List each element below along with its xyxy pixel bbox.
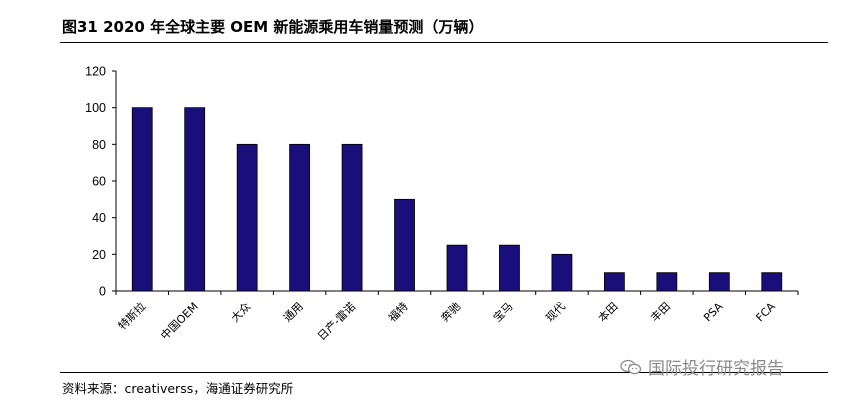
bar bbox=[761, 272, 783, 292]
y-tick-label: 40 bbox=[92, 211, 106, 225]
y-tick-label: 60 bbox=[92, 175, 106, 189]
bar bbox=[656, 272, 678, 292]
y-tick-label: 0 bbox=[99, 285, 106, 299]
bar bbox=[446, 244, 468, 292]
x-tick-label: 特斯拉 bbox=[115, 299, 148, 332]
bar bbox=[708, 272, 730, 292]
x-tick-label: 宝马 bbox=[490, 299, 515, 324]
x-tick-label: PSA bbox=[701, 300, 726, 325]
x-tick-label: 通用 bbox=[281, 300, 306, 325]
bar bbox=[184, 107, 206, 292]
y-tick-label: 20 bbox=[92, 248, 106, 262]
watermark: 国际投行研究报告 bbox=[620, 354, 784, 379]
y-tick-label: 120 bbox=[85, 65, 106, 79]
x-tick-label: 大众 bbox=[228, 299, 253, 324]
source-note: 资料来源：creativerss，海通证券研究所 bbox=[62, 381, 294, 396]
bar bbox=[236, 143, 258, 292]
x-tick-label: 现代 bbox=[543, 300, 568, 325]
bar bbox=[603, 272, 625, 292]
x-tick-label: 日产-雷诺 bbox=[314, 299, 358, 343]
x-tick-label: 丰田 bbox=[648, 300, 673, 325]
x-tick-label: FCA bbox=[753, 300, 778, 325]
wechat-icon bbox=[620, 359, 642, 374]
x-tick-label: 福特 bbox=[385, 299, 410, 324]
chart-title: 图31 2020 年全球主要 OEM 新能源乘用车销量预测（万辆） bbox=[62, 18, 484, 36]
bar bbox=[499, 244, 520, 292]
bar bbox=[131, 107, 153, 292]
watermark-text: 国际投行研究报告 bbox=[648, 359, 784, 379]
bar bbox=[551, 253, 573, 292]
y-tick-label: 100 bbox=[85, 101, 106, 115]
bar bbox=[289, 143, 311, 292]
title-bar: 图31 2020 年全球主要 OEM 新能源乘用车销量预测（万辆） bbox=[60, 6, 828, 43]
x-tick-label: 中国OEM bbox=[158, 300, 201, 343]
x-tick-label: 奔驰 bbox=[438, 299, 463, 324]
x-tick-label: 本田 bbox=[595, 299, 620, 324]
y-tick-label: 80 bbox=[92, 138, 106, 152]
footer-divider bbox=[60, 372, 828, 373]
bar bbox=[341, 143, 363, 292]
bar bbox=[394, 198, 415, 292]
